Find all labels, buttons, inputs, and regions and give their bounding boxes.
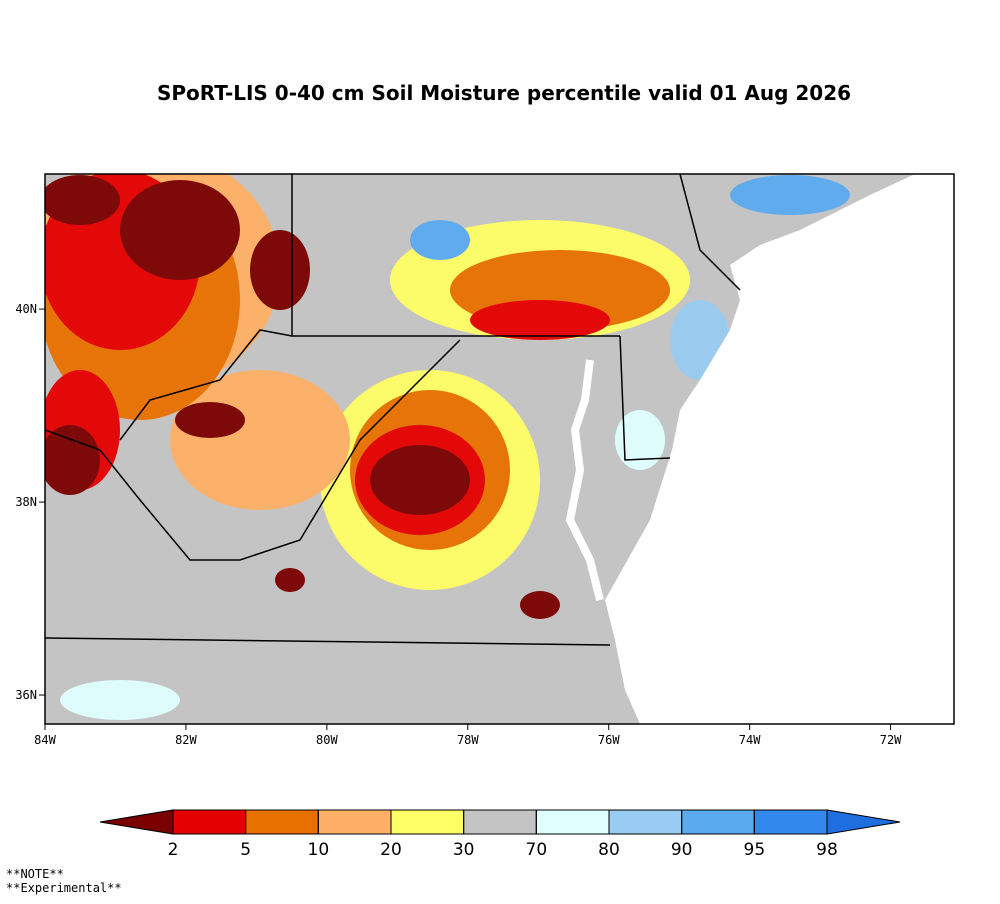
colorbar-segment (317, 809, 392, 835)
colorbar: 2 5 10 20 30 70 80 90 95 98 (99, 809, 901, 860)
x-tick-label: 76W (598, 733, 620, 747)
colorbar-segment (172, 809, 247, 835)
y-tick-label: 38N (15, 495, 37, 509)
colorbar-segment (753, 809, 828, 835)
x-tick-label: 82W (175, 733, 197, 747)
colorbar-segment (681, 809, 755, 835)
map-field (45, 174, 954, 724)
colorbar-label: 80 (598, 840, 620, 860)
note: **NOTE** (6, 867, 64, 881)
x-tick-label: 84W (34, 733, 56, 747)
colorbar-label: 98 (816, 840, 838, 860)
colorbar-extend (826, 809, 901, 835)
colorbar-label: 30 (453, 840, 475, 860)
colorbar-segment (463, 809, 537, 835)
colorbar-segment (390, 809, 465, 835)
colorbar-label: 70 (526, 840, 548, 860)
x-tick-label: 78W (457, 733, 479, 747)
colorbar-label: 20 (380, 840, 402, 860)
note: **Experimental** (6, 881, 122, 895)
colorbar-segment (245, 809, 319, 835)
map-title: SPoRT-LIS 0-40 cm Soil Moisture percenti… (157, 81, 851, 105)
x-tick-label: 74W (739, 733, 761, 747)
colorbar-label: 10 (308, 840, 330, 860)
colorbar-label: 95 (744, 840, 766, 860)
x-tick-label: 72W (880, 733, 902, 747)
y-tick-label: 40N (15, 302, 37, 316)
colorbar-label: 2 (168, 840, 179, 860)
colorbar-segment (535, 809, 610, 835)
x-tick-label: 80W (316, 733, 338, 747)
colorbar-extend (99, 809, 174, 835)
map-axes: 84W 82W 80W 78W 76W 74W 72W 36N 38N 40N (15, 302, 902, 747)
colorbar-segment (608, 809, 683, 835)
colorbar-label: 5 (240, 840, 251, 860)
colorbar-label: 90 (671, 840, 693, 860)
map-frame (44, 173, 955, 725)
y-tick-label: 36N (15, 688, 37, 702)
